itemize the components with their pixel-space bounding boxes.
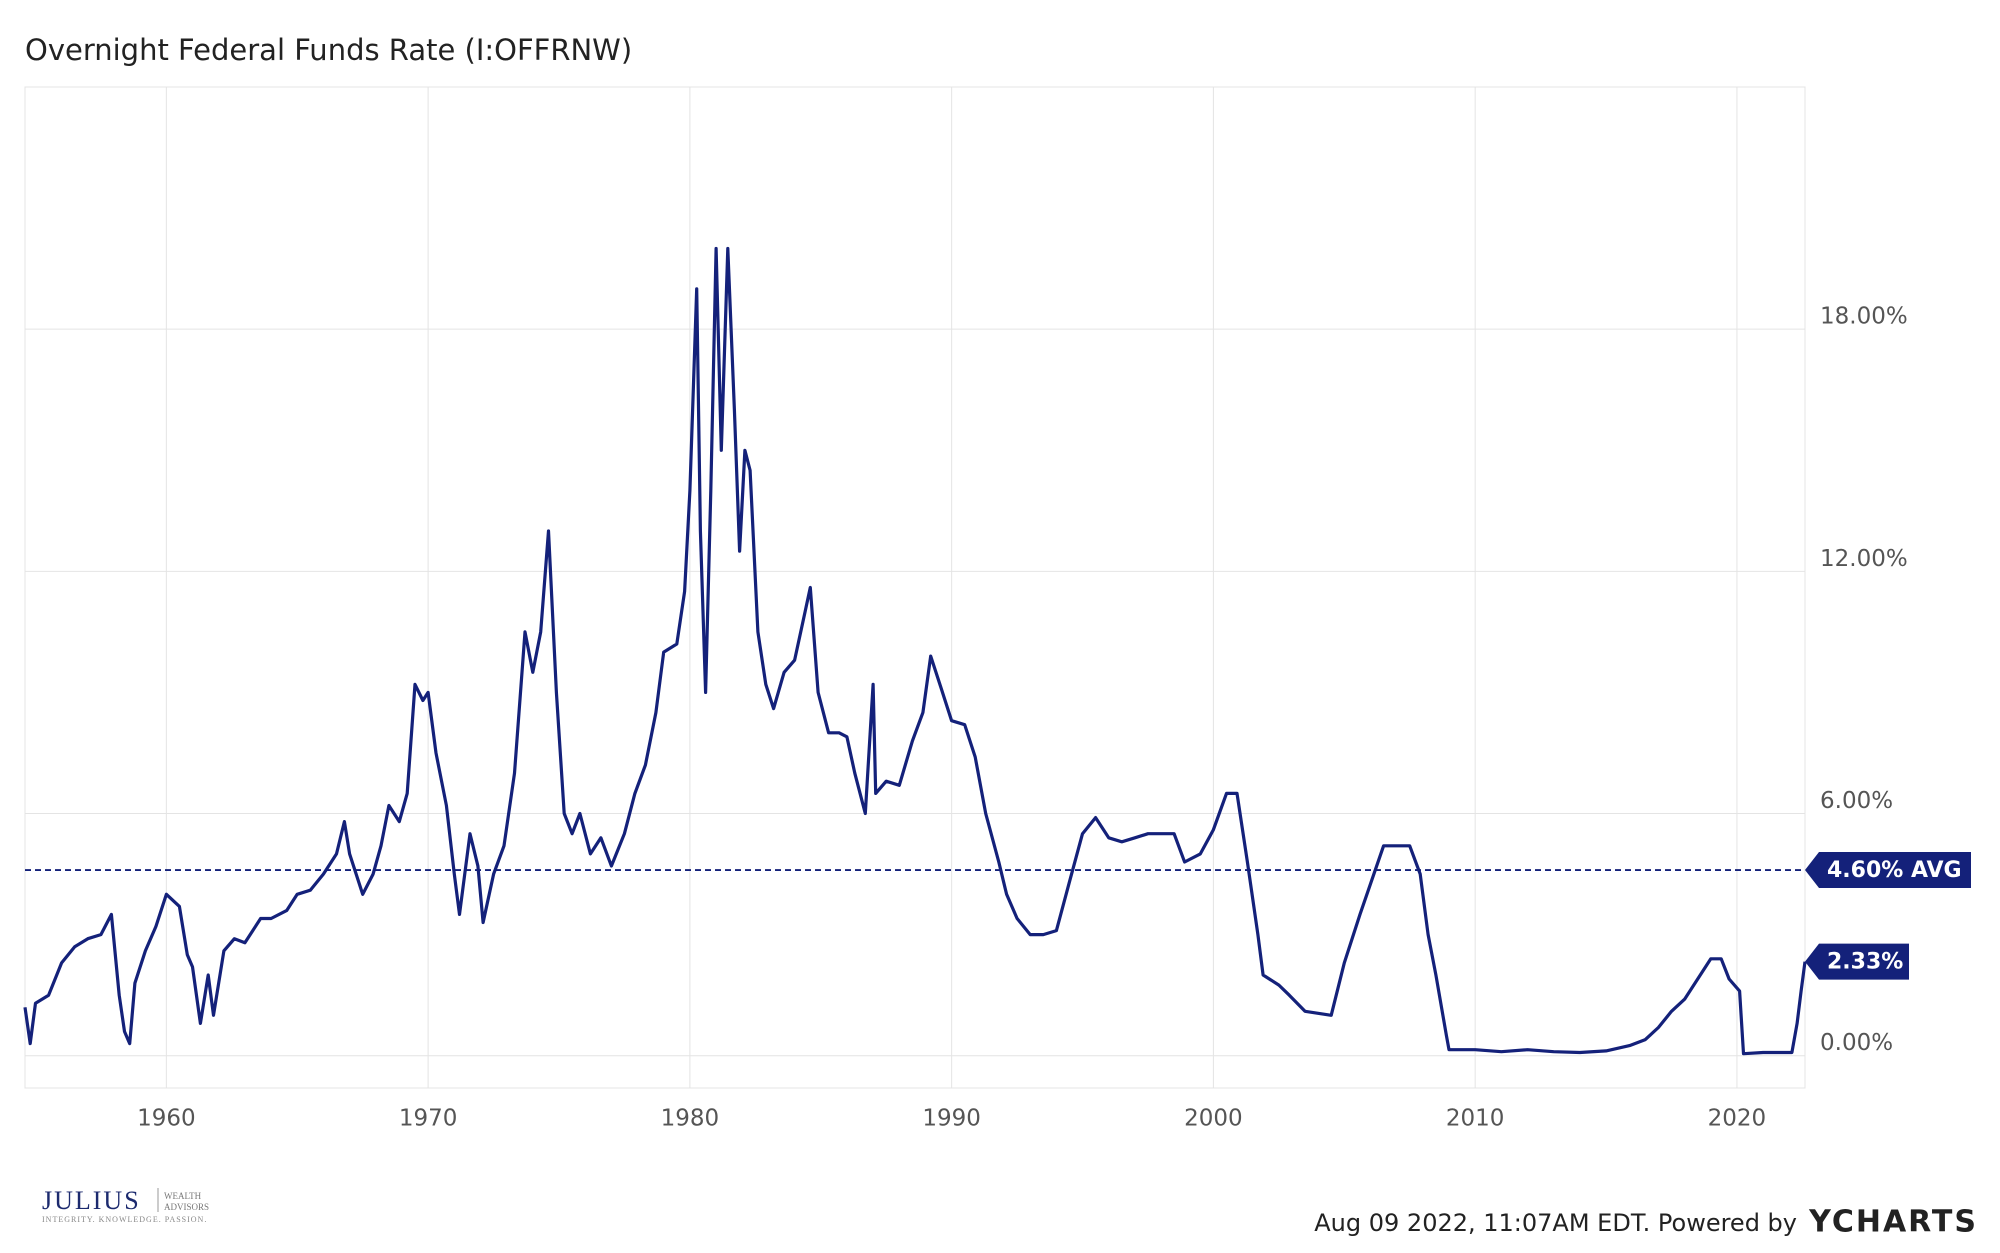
logo: JULIUS WEALTH ADVISORS INTEGRITY. KNOWLE… bbox=[42, 1186, 209, 1224]
logo-name: JULIUS bbox=[42, 1186, 141, 1215]
value-flag-label: 2.33% bbox=[1827, 950, 1903, 975]
plot-frame bbox=[24, 86, 1806, 1089]
x-tick-label: 2010 bbox=[1446, 1106, 1505, 1132]
x-tick-label: 1970 bbox=[399, 1106, 458, 1132]
y-tick-label: 6.00% bbox=[1820, 788, 1893, 814]
brand: YCHARTS bbox=[1808, 1205, 1978, 1240]
value-flag bbox=[1805, 852, 1971, 889]
timestamp: Aug 09 2022, 11:07AM EDT. Powered by bbox=[1314, 1209, 1797, 1237]
x-tick-label: 1960 bbox=[137, 1106, 196, 1132]
logo-sub: WEALTH bbox=[164, 1191, 202, 1201]
logo-sub: ADVISORS bbox=[164, 1202, 209, 1212]
x-tick-label: 2000 bbox=[1184, 1106, 1243, 1132]
value-flag bbox=[1805, 943, 1909, 980]
y-tick-label: 18.00% bbox=[1820, 304, 1908, 330]
x-tick-label: 2020 bbox=[1708, 1106, 1767, 1132]
value-flag-label: 4.60% AVG bbox=[1827, 858, 1962, 883]
logo-motto: INTEGRITY. KNOWLEDGE. PASSION. bbox=[42, 1215, 207, 1224]
x-tick-label: 1990 bbox=[922, 1106, 981, 1132]
line bbox=[23, 246, 1807, 1056]
x-tick-label: 1980 bbox=[661, 1106, 720, 1132]
y-tick-label: 12.00% bbox=[1820, 546, 1908, 572]
chart-title: Overnight Federal Funds Rate (I:OFFRNW) bbox=[25, 33, 632, 67]
y-tick-label: 0.00% bbox=[1820, 1030, 1893, 1056]
